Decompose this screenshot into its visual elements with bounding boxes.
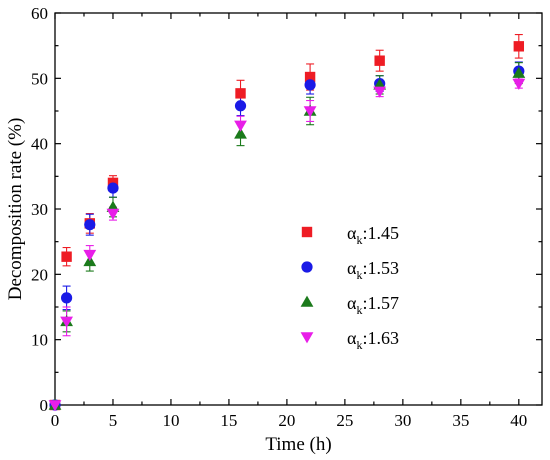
data-point <box>83 249 97 262</box>
data-point <box>61 251 72 262</box>
plot-frame <box>54 12 543 406</box>
data-point <box>512 78 526 90</box>
data-point <box>60 316 73 328</box>
data-markers <box>48 41 526 412</box>
x-tick-label: 10 <box>162 411 179 430</box>
data-point <box>234 120 247 132</box>
x-tick-label: 20 <box>278 411 295 430</box>
x-tick-label: 25 <box>336 411 353 430</box>
x-tick-label: 0 <box>51 411 60 430</box>
data-point <box>234 127 247 139</box>
data-point <box>373 86 387 98</box>
y-tick-label: 40 <box>31 135 48 154</box>
y-tick-label: 20 <box>31 265 48 284</box>
legend-marker <box>301 261 313 273</box>
data-point <box>84 219 96 231</box>
error-bars <box>62 34 523 337</box>
x-tick-label: 40 <box>510 411 527 430</box>
y-axis-title: Decomposition rate (%) <box>5 118 26 301</box>
data-point <box>513 41 525 52</box>
legend-label: αk:1.57 <box>347 293 399 317</box>
x-axis-title: Time (h) <box>265 434 331 455</box>
data-point <box>106 208 120 220</box>
legend-marker <box>301 226 313 238</box>
y-tick-label: 0 <box>40 396 49 415</box>
y-tick-label: 30 <box>31 200 48 219</box>
data-point <box>235 88 246 99</box>
x-tick-label: 30 <box>394 411 411 430</box>
data-point <box>60 292 73 304</box>
data-point <box>234 100 247 112</box>
y-tick-label: 50 <box>31 69 48 88</box>
x-tick-label: 5 <box>109 411 118 430</box>
axes: 0 5 10 15 20 25 30 35 40 0 10 20 30 40 50 60 <box>31 4 543 430</box>
data-point <box>512 66 526 78</box>
legend: αk:1.45 αk:1.53 αk:1.57 αk:1.63 <box>300 223 399 352</box>
data-point <box>48 400 62 412</box>
y-tick-label: 60 <box>31 4 48 23</box>
data-point <box>374 55 385 66</box>
legend-label: αk:1.53 <box>347 258 399 282</box>
legend-marker <box>300 295 314 307</box>
legend-marker <box>300 332 314 344</box>
data-point <box>304 79 316 91</box>
data-point <box>107 182 119 194</box>
y-tick-label: 10 <box>31 331 48 350</box>
x-tick-label: 35 <box>452 411 469 430</box>
data-point <box>304 71 316 83</box>
data-point <box>303 106 317 118</box>
x-tick-label: 15 <box>220 411 237 430</box>
legend-label: αk:1.45 <box>347 223 399 247</box>
legend-label: αk:1.63 <box>347 328 399 352</box>
